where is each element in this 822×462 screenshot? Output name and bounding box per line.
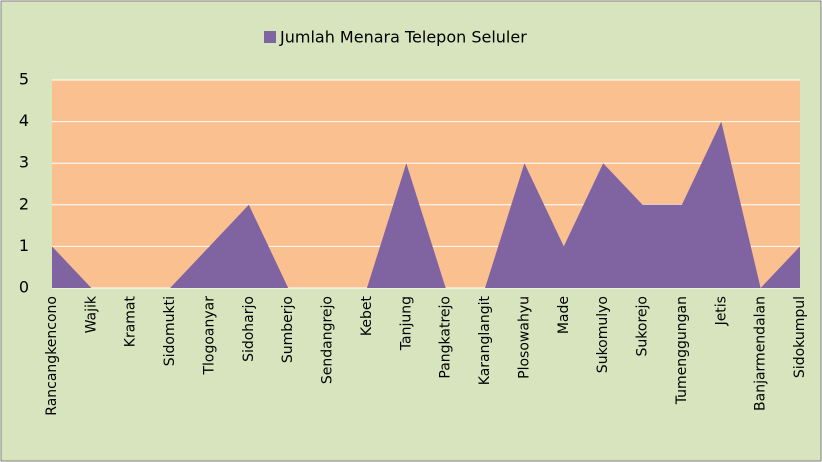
x-tick-label: Tanjung <box>398 296 414 351</box>
x-tick-label: Tumenggungan <box>674 296 690 405</box>
x-tick-label: Kramat <box>123 296 139 348</box>
y-tick-label: 2 <box>19 194 29 213</box>
x-tick-label: Wajik <box>83 295 99 333</box>
y-tick-label: 3 <box>19 153 29 172</box>
x-tick-label: Made <box>556 296 572 334</box>
x-tick-label: Plosowahyu <box>516 296 532 379</box>
x-tick-label: Sidoharjo <box>241 296 257 362</box>
x-tick-label: Sidomukti <box>162 296 178 366</box>
x-tick-label: Karanglangit <box>477 295 493 385</box>
legend-swatch <box>264 31 276 43</box>
x-tick-label: Sukomulyo <box>595 296 611 373</box>
legend-label: Jumlah Menara Telepon Seluler <box>279 28 527 47</box>
x-tick-label: Tlogoanyar <box>201 296 217 376</box>
x-tick-label: Pangkatrejo <box>438 296 454 379</box>
x-tick-label: Rancangkencono <box>44 296 60 416</box>
area <box>52 121 800 288</box>
y-tick-label: 4 <box>19 111 29 130</box>
x-tick-label: Kebet <box>359 295 375 336</box>
x-tick-label: Sumberjo <box>280 296 296 363</box>
x-tick-label: Sidokumpul <box>792 296 808 378</box>
x-tick-label: Sendangrejo <box>320 296 336 384</box>
x-tick-label: Banjarmendalan <box>753 296 769 411</box>
x-tick-label: Sukorejo <box>635 296 651 356</box>
y-tick-label: 5 <box>19 70 29 89</box>
y-tick-label: 1 <box>19 236 29 255</box>
y-tick-label: 0 <box>19 278 29 297</box>
x-tick-label: Jetis <box>713 296 729 326</box>
